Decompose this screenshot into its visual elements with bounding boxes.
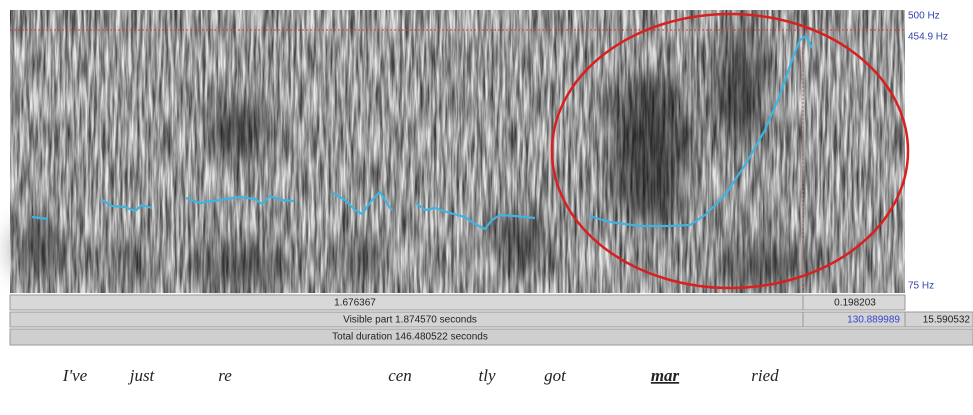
visible-part: Visible part 1.874570 seconds — [343, 315, 477, 326]
word: cen — [388, 366, 412, 385]
right-duration: 0.198203 — [834, 298, 876, 309]
visible-right: 130.889989 — [847, 315, 900, 326]
freq-bottom: 75 Hz — [908, 281, 934, 292]
freq-top: 500 Hz — [908, 11, 940, 22]
end-time: 15.590532 — [923, 315, 971, 326]
word: mar — [651, 366, 680, 385]
word: just — [128, 366, 156, 385]
pitch-contour — [31, 34, 813, 231]
freq-cursor: 454.9 Hz — [908, 32, 948, 43]
words: I've just re cen tly got mar ried — [62, 366, 779, 385]
selection-duration: 1.676367 — [334, 298, 376, 309]
spectrogram-formants — [15, 30, 810, 283]
word: I've — [62, 366, 88, 385]
time-bars — [9, 294, 973, 346]
word: re — [218, 366, 232, 385]
word: tly — [479, 366, 496, 385]
word: ried — [751, 366, 779, 385]
axis-panel — [905, 10, 973, 293]
total-duration: Total duration 146.480522 seconds — [332, 332, 488, 343]
word: got — [544, 366, 567, 385]
highlight-circle — [550, 12, 910, 290]
